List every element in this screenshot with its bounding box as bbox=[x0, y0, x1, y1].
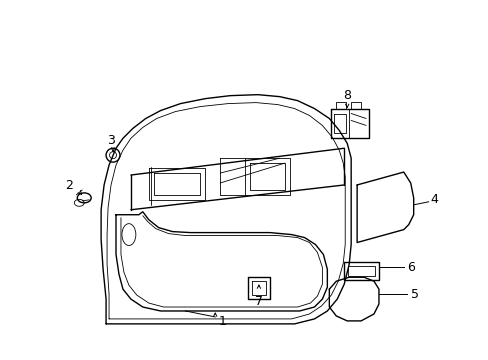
Text: 1: 1 bbox=[218, 315, 225, 328]
Text: 7: 7 bbox=[254, 294, 263, 307]
Text: 6: 6 bbox=[406, 261, 414, 274]
Text: 3: 3 bbox=[107, 134, 115, 147]
Text: 2: 2 bbox=[65, 179, 73, 193]
Text: 4: 4 bbox=[430, 193, 438, 206]
Text: 5: 5 bbox=[410, 288, 418, 301]
Text: 8: 8 bbox=[343, 89, 350, 102]
